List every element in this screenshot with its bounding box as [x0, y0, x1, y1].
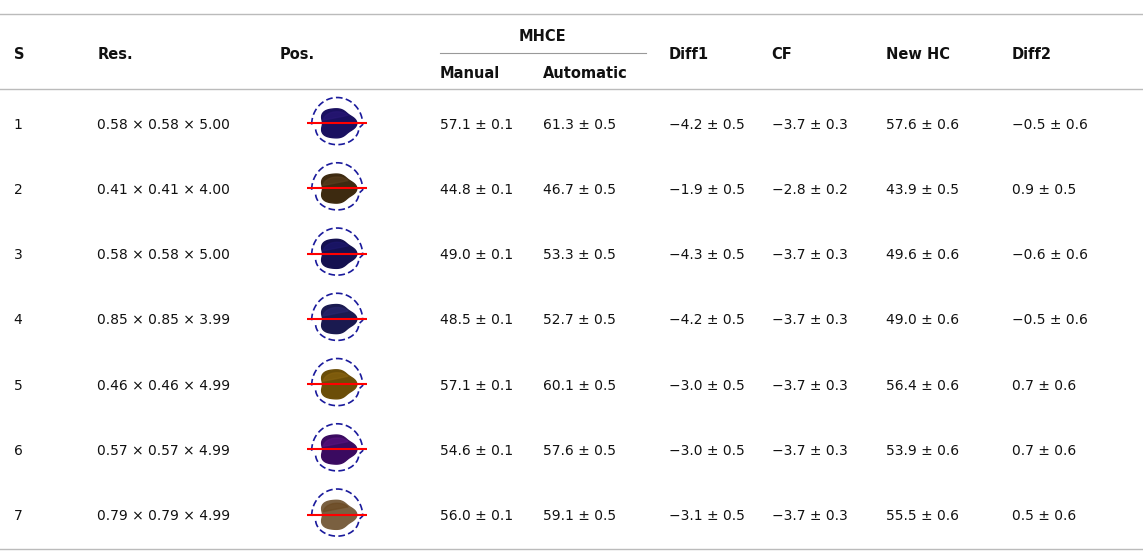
Text: 57.6 ± 0.5: 57.6 ± 0.5	[543, 444, 616, 458]
Text: −3.7 ± 0.3: −3.7 ± 0.3	[772, 248, 847, 262]
Text: −1.9 ± 0.5: −1.9 ± 0.5	[669, 183, 744, 197]
Text: −3.7 ± 0.3: −3.7 ± 0.3	[772, 313, 847, 328]
Text: 53.3 ± 0.5: 53.3 ± 0.5	[543, 248, 616, 262]
Text: 0.58 × 0.58 × 5.00: 0.58 × 0.58 × 5.00	[97, 248, 230, 262]
Text: 49.0 ± 0.1: 49.0 ± 0.1	[440, 248, 513, 262]
Text: 5: 5	[14, 379, 23, 393]
Text: −4.2 ± 0.5: −4.2 ± 0.5	[669, 313, 744, 328]
Text: 0.85 × 0.85 × 3.99: 0.85 × 0.85 × 3.99	[97, 313, 230, 328]
Text: 56.0 ± 0.1: 56.0 ± 0.1	[440, 509, 513, 523]
Text: CF: CF	[772, 47, 792, 62]
Text: 53.9 ± 0.6: 53.9 ± 0.6	[886, 444, 959, 458]
Text: −4.2 ± 0.5: −4.2 ± 0.5	[669, 118, 744, 131]
Text: 43.9 ± 0.5: 43.9 ± 0.5	[886, 183, 959, 197]
Text: 49.6 ± 0.6: 49.6 ± 0.6	[886, 248, 959, 262]
Text: 2: 2	[14, 183, 23, 197]
Text: 4: 4	[14, 313, 23, 328]
Text: 55.5 ± 0.6: 55.5 ± 0.6	[886, 509, 959, 523]
Text: 57.6 ± 0.6: 57.6 ± 0.6	[886, 118, 959, 131]
Text: −0.5 ± 0.6: −0.5 ± 0.6	[1012, 118, 1087, 131]
Text: −3.7 ± 0.3: −3.7 ± 0.3	[772, 379, 847, 393]
Text: 57.1 ± 0.1: 57.1 ± 0.1	[440, 118, 513, 131]
Text: 1: 1	[14, 118, 23, 131]
Text: −0.5 ± 0.6: −0.5 ± 0.6	[1012, 313, 1087, 328]
Text: −3.7 ± 0.3: −3.7 ± 0.3	[772, 118, 847, 131]
Text: 44.8 ± 0.1: 44.8 ± 0.1	[440, 183, 513, 197]
Text: 6: 6	[14, 444, 23, 458]
Text: Pos.: Pos.	[280, 47, 315, 62]
Text: 0.9 ± 0.5: 0.9 ± 0.5	[1012, 183, 1076, 197]
Text: 0.79 × 0.79 × 4.99: 0.79 × 0.79 × 4.99	[97, 509, 230, 523]
Text: 54.6 ± 0.1: 54.6 ± 0.1	[440, 444, 513, 458]
Text: −3.1 ± 0.5: −3.1 ± 0.5	[669, 509, 744, 523]
Text: Manual: Manual	[440, 66, 501, 81]
Text: −2.8 ± 0.2: −2.8 ± 0.2	[772, 183, 847, 197]
Text: Diff1: Diff1	[669, 47, 709, 62]
Text: −0.6 ± 0.6: −0.6 ± 0.6	[1012, 248, 1087, 262]
Text: −3.7 ± 0.3: −3.7 ± 0.3	[772, 444, 847, 458]
Text: −3.7 ± 0.3: −3.7 ± 0.3	[772, 509, 847, 523]
Text: 48.5 ± 0.1: 48.5 ± 0.1	[440, 313, 513, 328]
Text: 3: 3	[14, 248, 23, 262]
Text: Automatic: Automatic	[543, 66, 628, 81]
Text: 56.4 ± 0.6: 56.4 ± 0.6	[886, 379, 959, 393]
Text: S: S	[14, 47, 24, 62]
Text: 0.7 ± 0.6: 0.7 ± 0.6	[1012, 444, 1076, 458]
Text: 0.41 × 0.41 × 4.00: 0.41 × 0.41 × 4.00	[97, 183, 230, 197]
Text: 7: 7	[14, 509, 23, 523]
Text: −3.0 ± 0.5: −3.0 ± 0.5	[669, 379, 744, 393]
Text: 61.3 ± 0.5: 61.3 ± 0.5	[543, 118, 616, 131]
Text: New HC: New HC	[886, 47, 950, 62]
Text: Res.: Res.	[97, 47, 133, 62]
Text: 52.7 ± 0.5: 52.7 ± 0.5	[543, 313, 616, 328]
Text: Diff2: Diff2	[1012, 47, 1052, 62]
Text: 49.0 ± 0.6: 49.0 ± 0.6	[886, 313, 959, 328]
Text: 46.7 ± 0.5: 46.7 ± 0.5	[543, 183, 616, 197]
Text: 0.57 × 0.57 × 4.99: 0.57 × 0.57 × 4.99	[97, 444, 230, 458]
Text: 0.7 ± 0.6: 0.7 ± 0.6	[1012, 379, 1076, 393]
Text: 60.1 ± 0.5: 60.1 ± 0.5	[543, 379, 616, 393]
Text: −3.0 ± 0.5: −3.0 ± 0.5	[669, 444, 744, 458]
Text: MHCE: MHCE	[519, 29, 567, 43]
Text: 57.1 ± 0.1: 57.1 ± 0.1	[440, 379, 513, 393]
Text: 59.1 ± 0.5: 59.1 ± 0.5	[543, 509, 616, 523]
Text: 0.58 × 0.58 × 5.00: 0.58 × 0.58 × 5.00	[97, 118, 230, 131]
Text: 0.5 ± 0.6: 0.5 ± 0.6	[1012, 509, 1076, 523]
Text: −4.3 ± 0.5: −4.3 ± 0.5	[669, 248, 744, 262]
Text: 0.46 × 0.46 × 4.99: 0.46 × 0.46 × 4.99	[97, 379, 230, 393]
